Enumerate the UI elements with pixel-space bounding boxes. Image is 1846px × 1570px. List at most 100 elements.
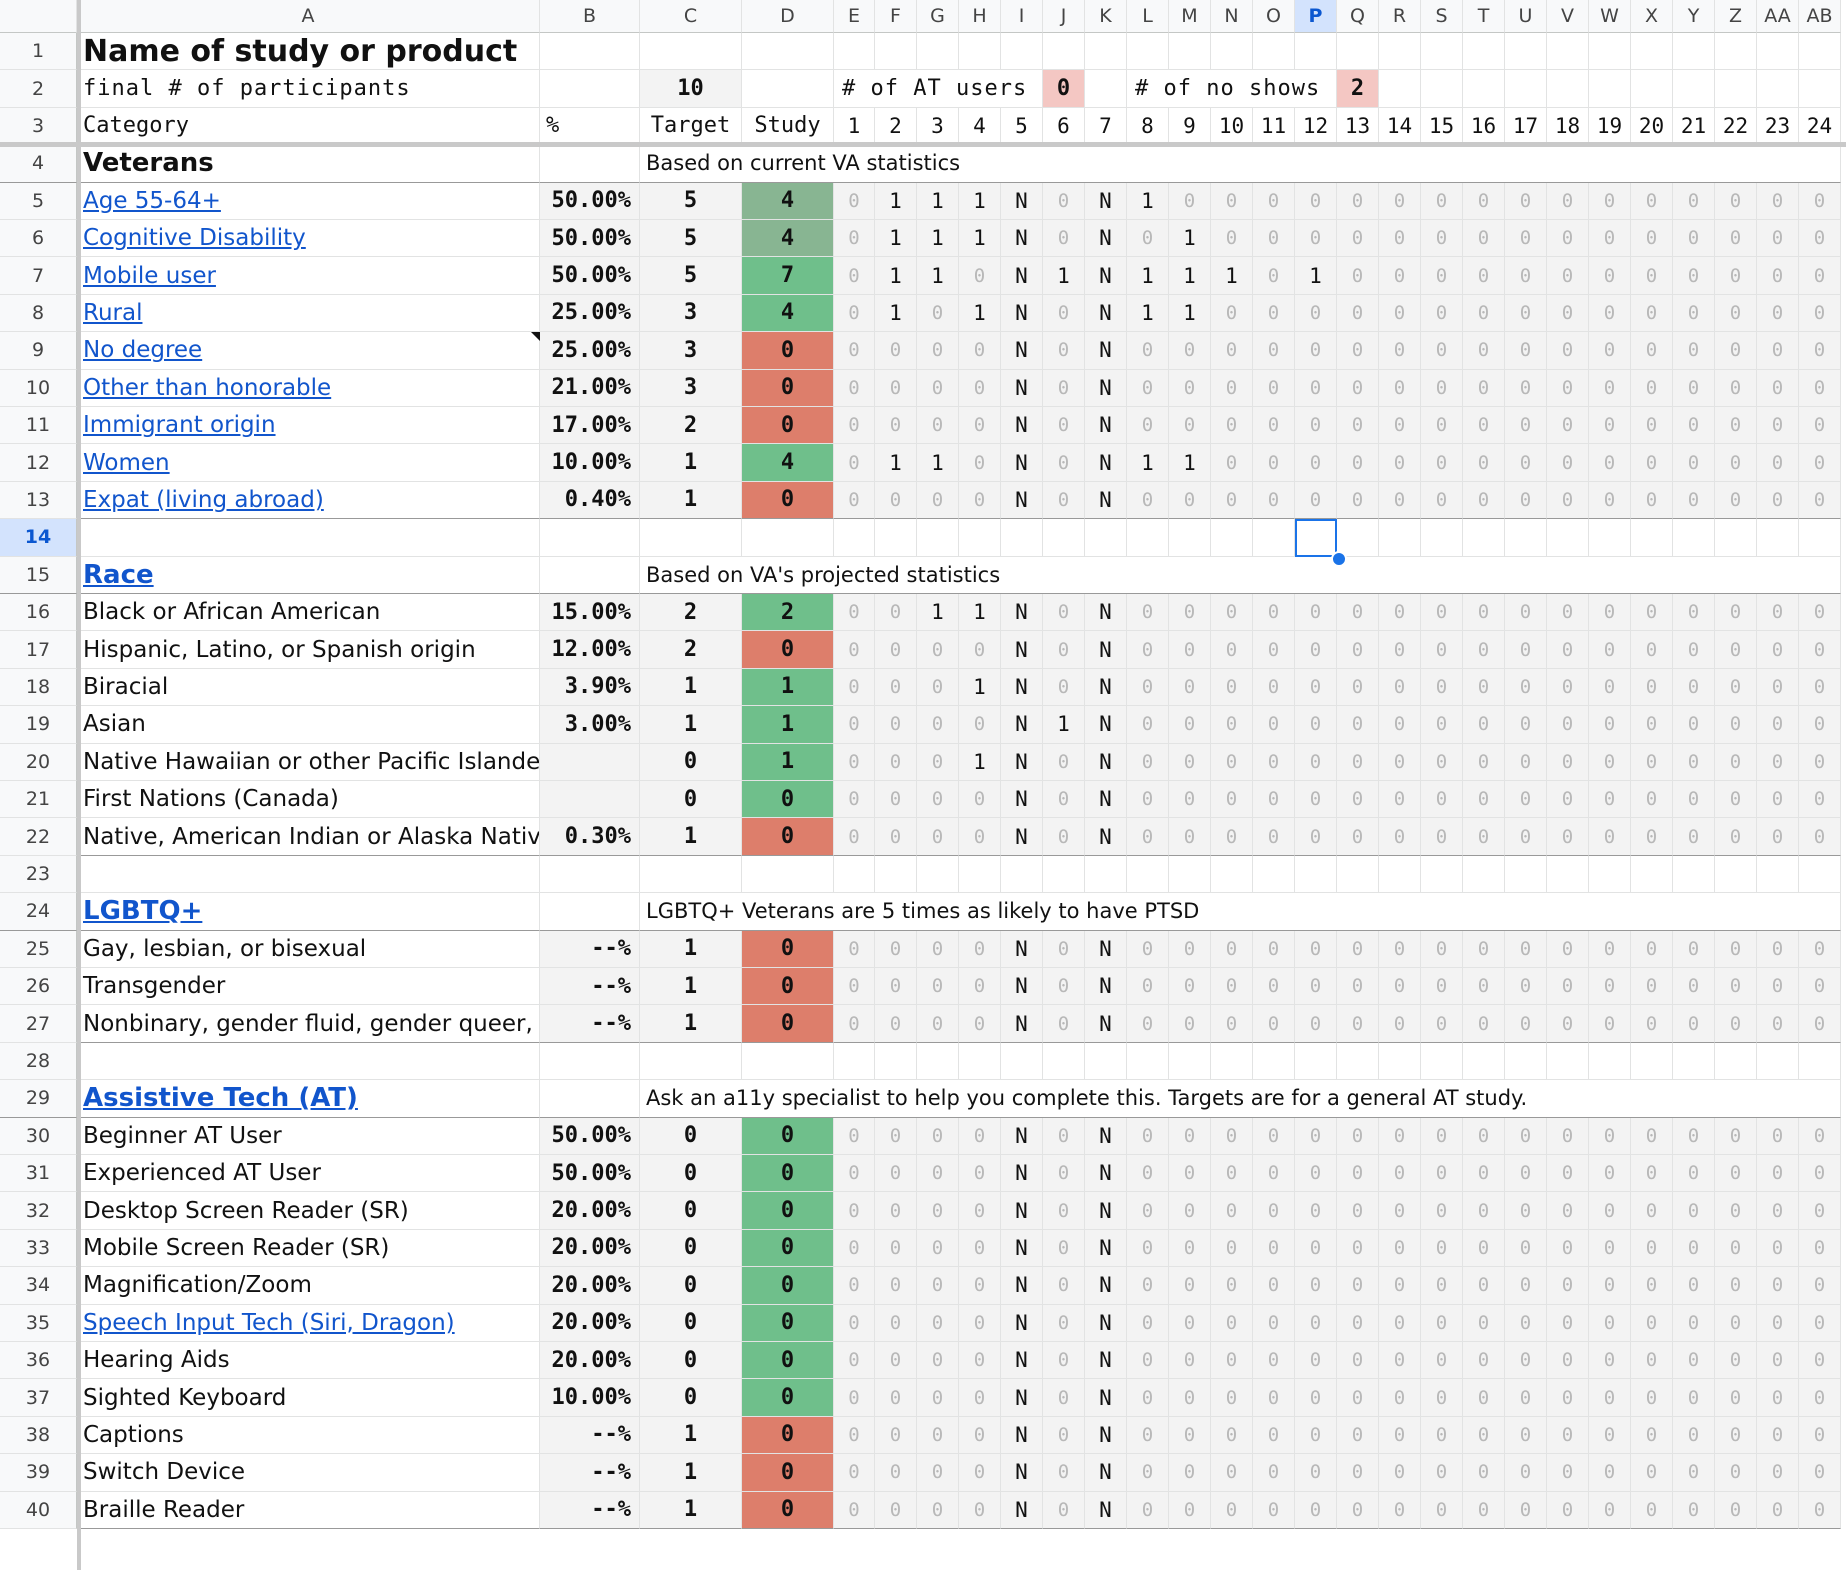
participant-cell[interactable]: 0: [1043, 1454, 1085, 1492]
participant-cell[interactable]: 0: [875, 1267, 917, 1305]
participant-cell[interactable]: 0: [1631, 1005, 1673, 1043]
participant-cell[interactable]: 0: [875, 1005, 917, 1043]
participant-cell[interactable]: 0: [1211, 1454, 1253, 1492]
participant-cell[interactable]: 0: [1589, 818, 1631, 856]
participant-cell[interactable]: 0: [1127, 1304, 1169, 1342]
participant-cell[interactable]: 0: [1547, 1005, 1589, 1043]
participant-cell[interactable]: 0: [1463, 1267, 1505, 1305]
participant-cell[interactable]: 0: [1337, 1342, 1379, 1380]
category-percent[interactable]: 3.90%: [540, 668, 640, 707]
participant-cell[interactable]: 0: [1253, 369, 1295, 407]
row-header[interactable]: 28: [0, 1042, 77, 1081]
participant-cell[interactable]: 0: [1757, 1229, 1799, 1268]
participant-cell[interactable]: 0: [1295, 706, 1337, 744]
participant-cell[interactable]: 0: [1043, 968, 1085, 1006]
category-label[interactable]: Cognitive Disability: [77, 220, 540, 258]
participant-cell[interactable]: 1: [959, 182, 1001, 220]
participant-cell[interactable]: 0: [917, 332, 959, 370]
participant-cell[interactable]: N: [1085, 706, 1127, 744]
participant-cell[interactable]: 0: [1337, 407, 1379, 445]
participant-cell[interactable]: 0: [1379, 1117, 1421, 1155]
category-study-count[interactable]: 4: [742, 444, 834, 482]
empty-cell[interactable]: [1505, 519, 1547, 557]
participant-cell[interactable]: 0: [1127, 743, 1169, 781]
participant-cell[interactable]: N: [1001, 1005, 1043, 1043]
empty-cell[interactable]: [1505, 1042, 1547, 1081]
category-study-count[interactable]: 0: [742, 1416, 834, 1455]
participant-cell[interactable]: 0: [1211, 668, 1253, 707]
participant-cell[interactable]: 0: [1127, 1229, 1169, 1268]
participant-cell[interactable]: 0: [1757, 1491, 1799, 1529]
participant-cell[interactable]: 0: [1421, 1192, 1463, 1230]
participant-cell[interactable]: 0: [1211, 444, 1253, 482]
category-percent[interactable]: 10.00%: [540, 1379, 640, 1417]
participant-cell[interactable]: 0: [1379, 631, 1421, 669]
participant-cell[interactable]: 1: [875, 220, 917, 258]
participant-cell[interactable]: 0: [1337, 781, 1379, 819]
column-header-q[interactable]: Q: [1337, 0, 1379, 33]
column-header-x[interactable]: X: [1631, 0, 1673, 33]
row-header[interactable]: 13: [0, 481, 77, 520]
participant-cell[interactable]: 0: [1589, 668, 1631, 707]
participant-cell[interactable]: 0: [959, 818, 1001, 856]
participant-cell[interactable]: 0: [917, 1304, 959, 1342]
participant-cell[interactable]: 0: [1631, 1454, 1673, 1492]
participant-cell[interactable]: 0: [1505, 481, 1547, 520]
participant-cell[interactable]: 0: [1757, 444, 1799, 482]
participant-cell[interactable]: N: [1085, 481, 1127, 520]
participant-cell[interactable]: 0: [1715, 1267, 1757, 1305]
empty-cell[interactable]: [1085, 70, 1127, 108]
participant-cell[interactable]: 0: [1253, 257, 1295, 295]
participant-cell[interactable]: 0: [1169, 631, 1211, 669]
row-header[interactable]: 14: [0, 519, 77, 557]
participant-cell[interactable]: 0: [1379, 1304, 1421, 1342]
category-study-count[interactable]: 0: [742, 1267, 834, 1305]
row-header[interactable]: 18: [0, 668, 77, 707]
empty-cell[interactable]: [834, 1042, 875, 1081]
participant-cell[interactable]: 0: [1631, 444, 1673, 482]
category-target[interactable]: 1: [640, 1454, 742, 1492]
participant-cell[interactable]: 0: [1589, 968, 1631, 1006]
participant-cell[interactable]: 0: [1715, 743, 1757, 781]
participant-cell[interactable]: 0: [1295, 1155, 1337, 1193]
participant-cell[interactable]: 0: [1421, 668, 1463, 707]
participant-cell[interactable]: 0: [917, 369, 959, 407]
participant-cell[interactable]: 1: [1211, 257, 1253, 295]
participant-cell[interactable]: 0: [1169, 1342, 1211, 1380]
participant-cell[interactable]: 0: [875, 818, 917, 856]
empty-cell[interactable]: [742, 1042, 834, 1081]
participant-cell[interactable]: 0: [1673, 1267, 1715, 1305]
participant-cell[interactable]: 0: [1127, 930, 1169, 968]
participant-cell[interactable]: 0: [1379, 1342, 1421, 1380]
participant-cell[interactable]: 0: [1799, 407, 1841, 445]
participant-cell[interactable]: 0: [1211, 1304, 1253, 1342]
participant-cell[interactable]: 0: [1799, 1454, 1841, 1492]
participant-cell[interactable]: 0: [834, 1379, 875, 1417]
participant-cell[interactable]: 0: [834, 930, 875, 968]
participant-cell[interactable]: 0: [1043, 369, 1085, 407]
empty-cell[interactable]: [1463, 33, 1505, 71]
participant-cell[interactable]: 0: [834, 1454, 875, 1492]
participant-cell[interactable]: 0: [1463, 968, 1505, 1006]
participant-cell[interactable]: 0: [875, 668, 917, 707]
empty-cell[interactable]: [640, 33, 742, 71]
participant-cell[interactable]: 0: [1799, 930, 1841, 968]
participant-cell[interactable]: N: [1001, 1416, 1043, 1455]
category-study-count[interactable]: 0: [742, 930, 834, 968]
empty-cell[interactable]: [1001, 33, 1043, 71]
row-header[interactable]: 8: [0, 294, 77, 333]
category-study-count[interactable]: 0: [742, 781, 834, 819]
category-target[interactable]: 5: [640, 220, 742, 258]
participant-cell[interactable]: 0: [1757, 1379, 1799, 1417]
participant-cell[interactable]: 0: [1127, 1117, 1169, 1155]
category-label[interactable]: Speech Input Tech (Siri, Dragon): [77, 1304, 540, 1342]
participant-cell[interactable]: 0: [875, 594, 917, 632]
category-label[interactable]: Women: [77, 444, 540, 482]
participant-cell[interactable]: 0: [1211, 1379, 1253, 1417]
participant-cell[interactable]: 0: [1799, 781, 1841, 819]
category-percent[interactable]: 25.00%: [540, 294, 640, 333]
participant-cell[interactable]: 0: [1463, 1491, 1505, 1529]
participant-cell[interactable]: 0: [1253, 1117, 1295, 1155]
participant-cell[interactable]: N: [1085, 294, 1127, 333]
